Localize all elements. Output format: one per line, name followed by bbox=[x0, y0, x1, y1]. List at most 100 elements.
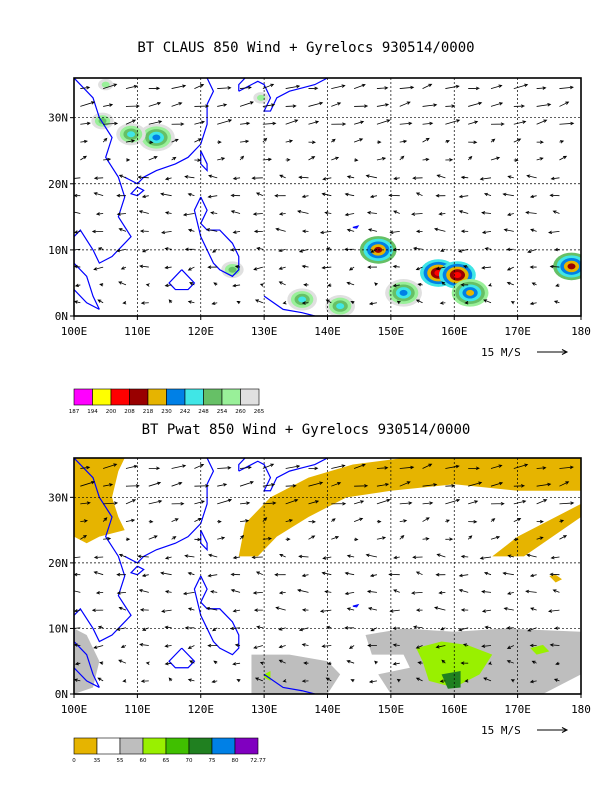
wind-arrow bbox=[350, 300, 355, 305]
wind-arrow bbox=[368, 679, 377, 684]
x-tick-label: 140E bbox=[314, 703, 341, 716]
wind-arrow bbox=[319, 230, 332, 235]
cloud-contour bbox=[298, 296, 307, 303]
wind-arrow bbox=[344, 571, 355, 576]
wind-arrow bbox=[525, 210, 537, 215]
wind-arrow bbox=[490, 535, 501, 540]
colorbar-level-label: 218 bbox=[143, 409, 154, 415]
wind-arrow bbox=[187, 266, 195, 271]
wind-arrow bbox=[354, 500, 365, 505]
wind-arrow bbox=[308, 535, 316, 540]
wind-arrow bbox=[74, 283, 81, 288]
wind-arrow bbox=[211, 301, 218, 306]
wind-arrow bbox=[217, 103, 228, 107]
wind-arrow bbox=[374, 660, 378, 665]
wind-arrow bbox=[148, 481, 162, 487]
wind-arrow bbox=[103, 537, 112, 541]
wind-arrow bbox=[559, 535, 568, 540]
wind-arrow bbox=[445, 484, 456, 488]
wind-arrow bbox=[536, 157, 544, 161]
wind-arrow bbox=[321, 571, 332, 576]
colorbar-level-label: 265 bbox=[254, 409, 265, 415]
wind-arrow bbox=[468, 86, 480, 91]
wind-arrow bbox=[212, 248, 218, 253]
wind-arrow bbox=[559, 155, 568, 161]
wind-arrow bbox=[435, 645, 446, 649]
wind-arrow bbox=[325, 299, 332, 304]
wind-arrow bbox=[441, 281, 446, 286]
coastline bbox=[238, 458, 246, 472]
wind-arrow bbox=[536, 86, 547, 90]
wind-arrow bbox=[80, 480, 96, 487]
cloud-contour bbox=[101, 81, 110, 88]
wind-arrow bbox=[253, 229, 263, 234]
wind-arrow bbox=[324, 590, 332, 594]
colorbar-swatch bbox=[166, 388, 186, 406]
coastline bbox=[193, 196, 240, 278]
wind-arrow bbox=[513, 158, 519, 162]
wind-arrow bbox=[445, 498, 461, 505]
wind-arrow bbox=[184, 554, 195, 558]
colorbar-level-label: 208 bbox=[124, 409, 135, 415]
wind-arrow bbox=[488, 661, 493, 665]
wind-arrow bbox=[230, 572, 241, 577]
vector-scale-label: 15 M/S bbox=[481, 346, 521, 359]
wind-arrow bbox=[122, 301, 127, 305]
wind-arrow bbox=[331, 536, 340, 540]
wind-arrow bbox=[230, 193, 241, 198]
coastline bbox=[200, 150, 208, 173]
wind-arrow bbox=[415, 192, 423, 197]
wind-arrow bbox=[393, 176, 400, 181]
wind-arrow bbox=[324, 211, 332, 215]
wind-arrow bbox=[376, 466, 389, 470]
wind-arrow bbox=[415, 229, 423, 234]
wind-arrow bbox=[187, 678, 195, 682]
wind-arrow bbox=[458, 194, 469, 199]
colorbar-level-label: 70 bbox=[186, 758, 193, 764]
wind-arrow bbox=[141, 194, 149, 199]
wind-arrow bbox=[490, 156, 501, 161]
wind-arrow bbox=[278, 659, 286, 664]
colorbar-swatch bbox=[147, 388, 167, 406]
wind-arrow bbox=[122, 679, 127, 683]
wind-arrow bbox=[422, 501, 434, 505]
wind-arrow bbox=[164, 211, 172, 215]
wind-arrow bbox=[297, 209, 309, 214]
wind-arrow bbox=[217, 536, 226, 540]
wind-arrow bbox=[399, 121, 413, 126]
x-tick-label: 130E bbox=[251, 325, 278, 338]
wind-arrow bbox=[207, 265, 218, 269]
wind-arrow bbox=[278, 627, 286, 631]
x-tick-label: 110E bbox=[124, 325, 151, 338]
colorbar-swatch bbox=[110, 388, 130, 406]
wind-arrow bbox=[366, 211, 377, 215]
wind-arrow bbox=[125, 499, 137, 505]
wind-arrow bbox=[308, 120, 320, 125]
wind-arrow bbox=[278, 248, 286, 253]
wind-arrow bbox=[331, 84, 346, 89]
wind-arrow bbox=[239, 501, 251, 505]
wind-arrow bbox=[182, 212, 195, 217]
wind-arrow bbox=[549, 572, 560, 577]
wind-arrow bbox=[116, 591, 127, 595]
wind-arrow bbox=[536, 466, 547, 470]
wind-arrow bbox=[95, 591, 104, 595]
wind-arrow bbox=[230, 210, 241, 214]
wind-arrow bbox=[433, 227, 446, 232]
wind-arrow bbox=[439, 301, 446, 305]
wind-arrow bbox=[331, 102, 342, 107]
wind-arrow bbox=[139, 608, 149, 612]
wind-arrow bbox=[285, 498, 299, 505]
x-tick-label: 150E bbox=[378, 703, 405, 716]
wind-arrow bbox=[331, 156, 340, 161]
x-tick-label: 110E bbox=[124, 703, 151, 716]
coastline bbox=[352, 225, 360, 229]
wind-arrow bbox=[118, 281, 127, 286]
wind-arrow bbox=[460, 661, 469, 665]
wind-arrow bbox=[103, 463, 118, 469]
wind-arrow bbox=[97, 299, 104, 304]
wind-arrow bbox=[422, 157, 430, 162]
wind-arrow bbox=[490, 464, 503, 469]
wind-arrow bbox=[526, 174, 537, 179]
wind-arrow bbox=[399, 85, 415, 90]
